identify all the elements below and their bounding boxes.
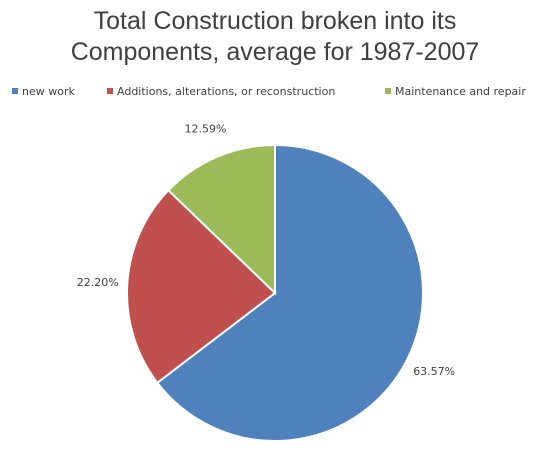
data-label: 12.59% xyxy=(185,123,227,136)
legend-swatch xyxy=(12,88,18,94)
data-label: 22.20% xyxy=(77,276,119,289)
legend-label: Additions, alterations, or reconstructio… xyxy=(117,85,335,98)
legend-label: new work xyxy=(22,85,75,98)
pie-slice xyxy=(126,188,277,385)
legend-label: Maintenance and repair xyxy=(395,85,526,98)
chart-title: Total Construction broken into its Compo… xyxy=(70,7,480,66)
legend-swatch xyxy=(107,88,113,94)
legend-swatch xyxy=(385,88,391,94)
pie-slice xyxy=(155,143,424,442)
pie-slice xyxy=(166,143,276,296)
data-label: 63.57% xyxy=(413,365,455,378)
